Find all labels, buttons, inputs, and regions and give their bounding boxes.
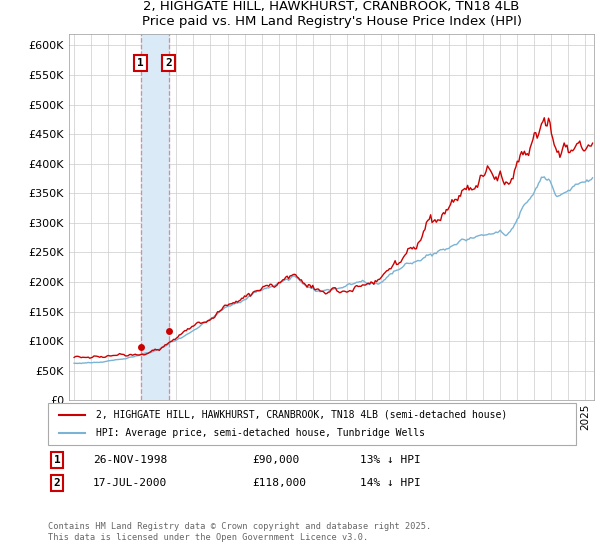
Text: 1: 1 xyxy=(53,455,61,465)
Text: 2, HIGHGATE HILL, HAWKHURST, CRANBROOK, TN18 4LB (semi-detached house): 2, HIGHGATE HILL, HAWKHURST, CRANBROOK, … xyxy=(95,410,507,420)
Text: 17-JUL-2000: 17-JUL-2000 xyxy=(93,478,167,488)
Text: £90,000: £90,000 xyxy=(252,455,299,465)
Text: Contains HM Land Registry data © Crown copyright and database right 2025.
This d: Contains HM Land Registry data © Crown c… xyxy=(48,522,431,542)
Text: HPI: Average price, semi-detached house, Tunbridge Wells: HPI: Average price, semi-detached house,… xyxy=(95,428,425,438)
Text: 2: 2 xyxy=(53,478,61,488)
Text: 14% ↓ HPI: 14% ↓ HPI xyxy=(360,478,421,488)
Text: 1: 1 xyxy=(137,58,144,68)
Title: 2, HIGHGATE HILL, HAWKHURST, CRANBROOK, TN18 4LB
Price paid vs. HM Land Registry: 2, HIGHGATE HILL, HAWKHURST, CRANBROOK, … xyxy=(142,0,521,28)
Text: £118,000: £118,000 xyxy=(252,478,306,488)
Bar xyxy=(140,34,169,400)
Text: 13% ↓ HPI: 13% ↓ HPI xyxy=(360,455,421,465)
Text: 2: 2 xyxy=(165,58,172,68)
Text: 26-NOV-1998: 26-NOV-1998 xyxy=(93,455,167,465)
